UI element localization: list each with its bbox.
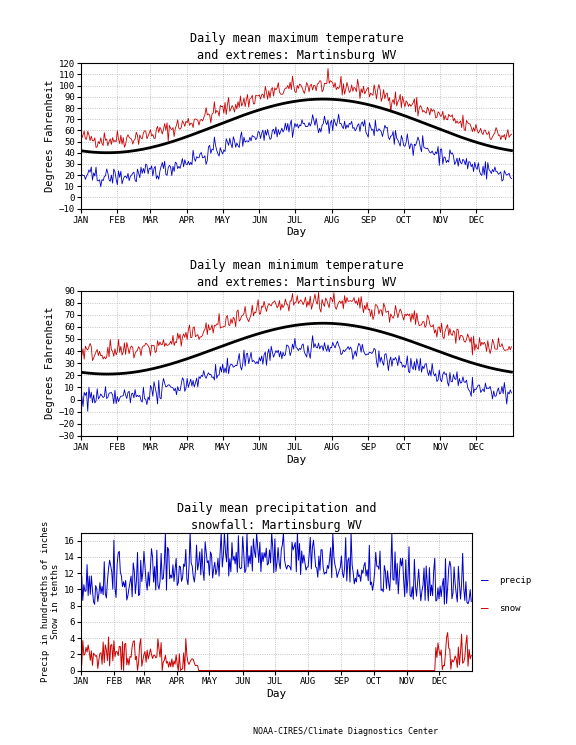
Title: Daily mean minimum temperature
and extremes: Martinsburg WV: Daily mean minimum temperature and extre… — [190, 259, 404, 289]
X-axis label: Day: Day — [266, 689, 287, 700]
Text: snow: snow — [499, 604, 521, 613]
Text: NOAA-CIRES/Climate Diagnostics Center: NOAA-CIRES/Climate Diagnostics Center — [253, 727, 438, 736]
Text: —: — — [481, 574, 488, 587]
Y-axis label: Degrees Fahrenheit: Degrees Fahrenheit — [45, 307, 55, 419]
Y-axis label: Precip in hundredths of inches
Snow in tenths: Precip in hundredths of inches Snow in t… — [41, 521, 60, 682]
Title: Daily mean precipitation and
snowfall: Martinsburg WV: Daily mean precipitation and snowfall: M… — [177, 501, 376, 531]
Title: Daily mean maximum temperature
and extremes: Martinsburg WV: Daily mean maximum temperature and extre… — [190, 32, 404, 62]
Y-axis label: Degrees Fahrenheit: Degrees Fahrenheit — [45, 80, 55, 192]
Text: precip: precip — [499, 577, 532, 586]
X-axis label: Day: Day — [286, 454, 307, 465]
X-axis label: Day: Day — [286, 227, 307, 238]
Text: —: — — [481, 602, 488, 615]
